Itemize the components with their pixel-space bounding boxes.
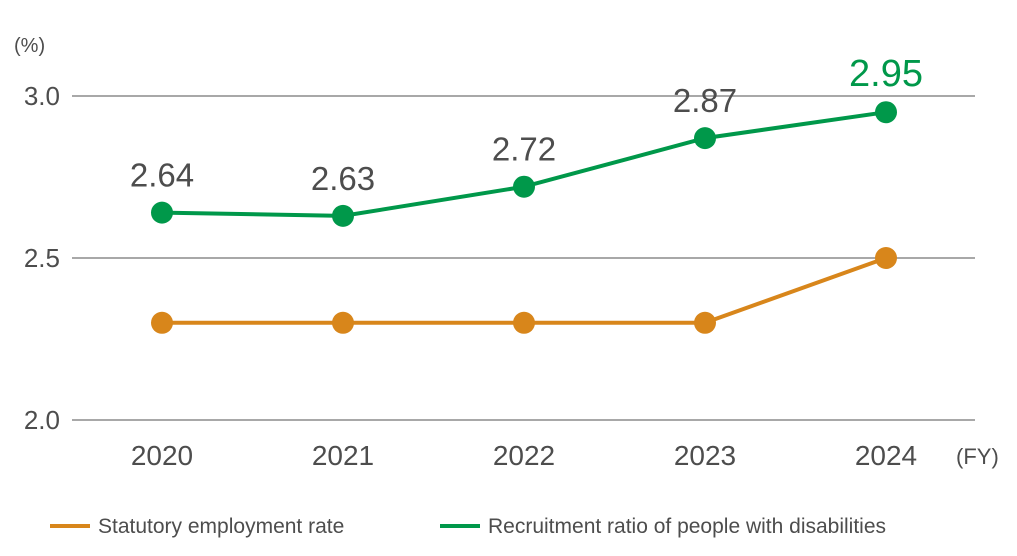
y-tick-label: 2.0 — [24, 405, 60, 435]
x-tick-label: 2023 — [674, 440, 736, 471]
data-point — [332, 311, 354, 334]
legend-label: Recruitment ratio of people with disabil… — [488, 515, 886, 538]
data-point — [875, 101, 897, 124]
data-label: 2.72 — [492, 131, 556, 168]
x-tick-label: 2021 — [312, 440, 374, 471]
y-tick-label: 2.5 — [24, 243, 60, 273]
y-tick-label: 3.0 — [24, 81, 60, 111]
x-tick-label: 2022 — [493, 440, 555, 471]
y-axis-label: (%) — [14, 35, 45, 57]
data-label: 2.95 — [849, 53, 923, 95]
x-tick-label: 2020 — [131, 440, 193, 471]
data-label: 2.87 — [673, 82, 737, 119]
data-point — [151, 201, 173, 224]
x-axis-label: (FY) — [956, 444, 999, 469]
legend-label: Statutory employment rate — [98, 515, 344, 538]
data-label: 2.64 — [130, 157, 194, 194]
data-point — [151, 311, 173, 334]
data-point — [513, 175, 535, 198]
data-point — [694, 127, 716, 150]
x-tick-label: 2024 — [855, 440, 917, 471]
data-point — [332, 204, 354, 227]
data-label: 2.63 — [311, 160, 375, 197]
data-point — [694, 311, 716, 334]
data-point — [513, 311, 535, 334]
data-point — [875, 247, 897, 269]
